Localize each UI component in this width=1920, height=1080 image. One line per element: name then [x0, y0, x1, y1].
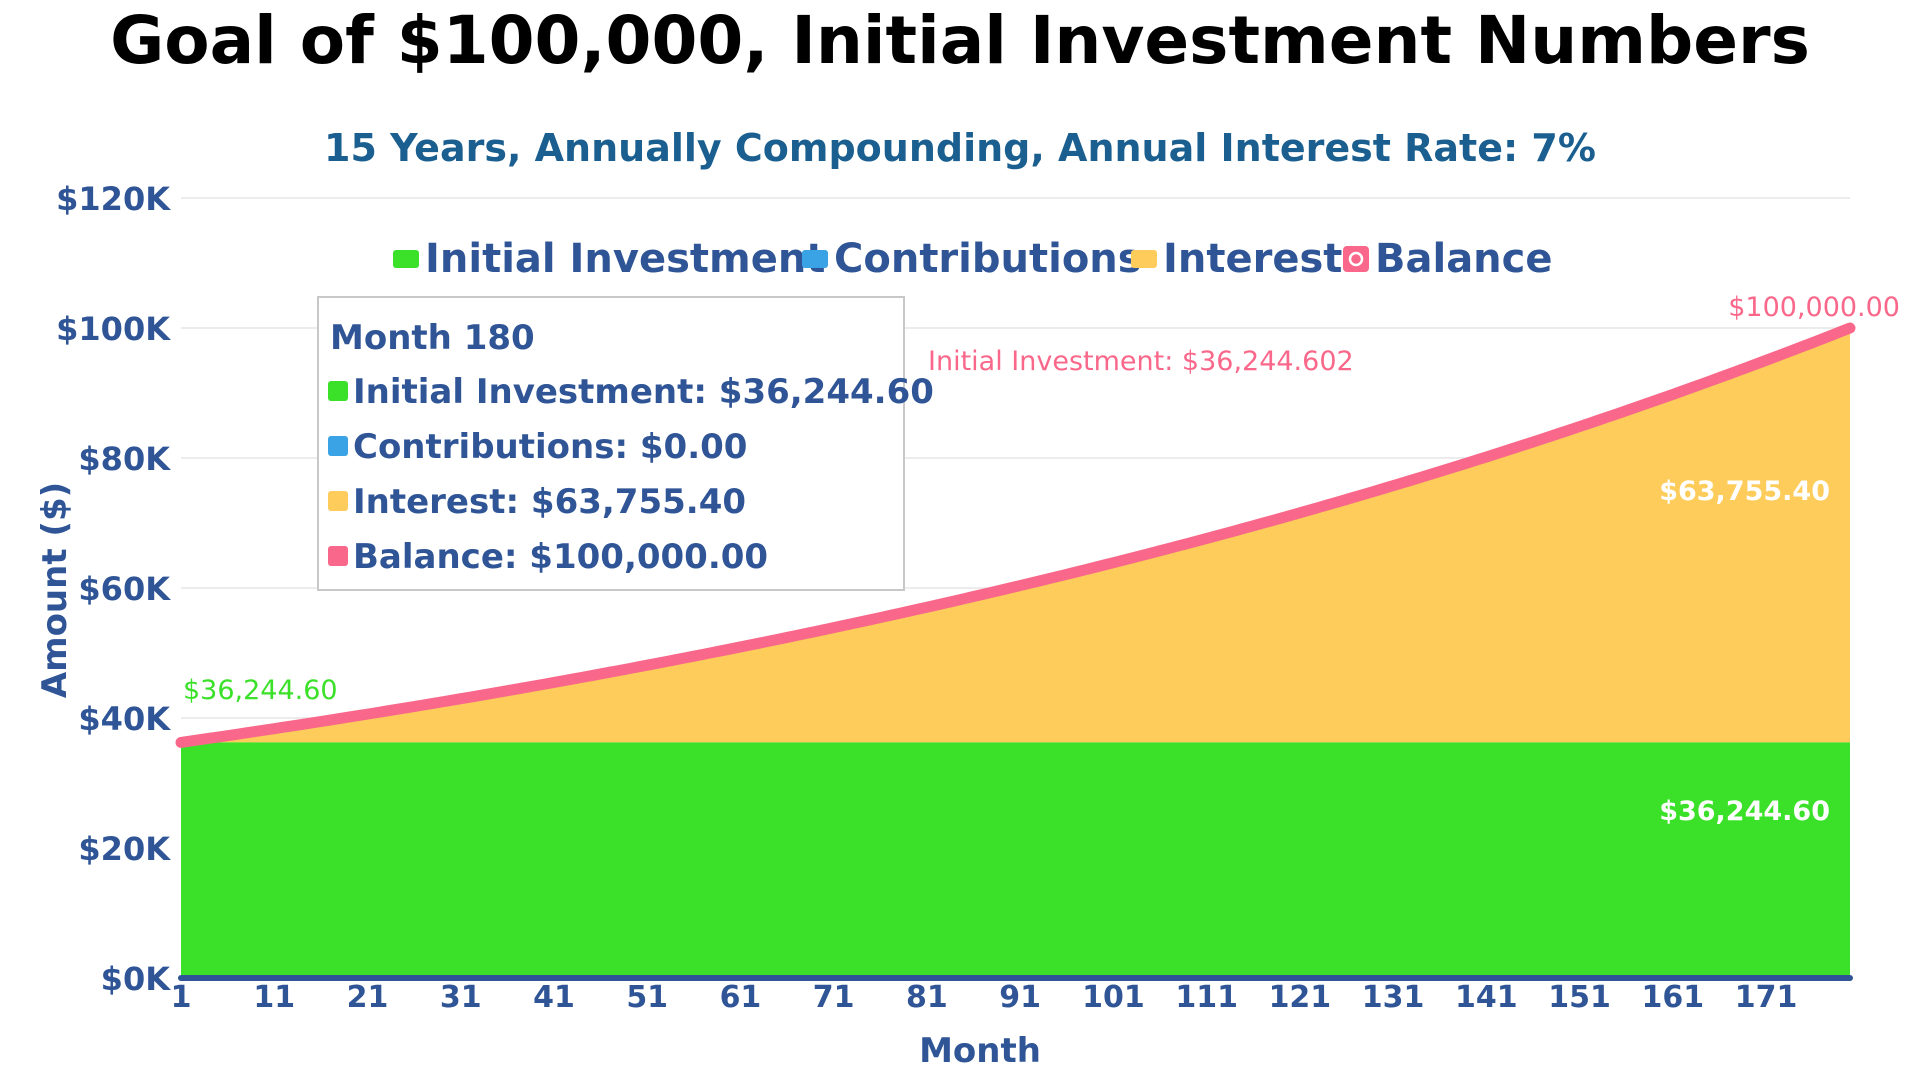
- x-tick-label: 161: [1642, 980, 1705, 1015]
- balance-line: [175, 322, 1856, 748]
- balance-series: [175, 322, 1856, 748]
- tooltip-row: Interest: $63,755.40: [353, 482, 746, 522]
- x-tick-label: 11: [253, 980, 295, 1015]
- legend-balance-ring-icon: [1348, 251, 1364, 267]
- y-tick-label: $0K: [101, 960, 172, 998]
- x-tick-label: 71: [813, 980, 855, 1015]
- y-axis-label: Amount ($): [35, 482, 75, 698]
- y-tick-label: $60K: [78, 570, 171, 608]
- tooltip-marker-icon: [328, 546, 348, 566]
- x-axis-ticks: 1 11 21 31 41 51 61 71 81 91 101 111 121 131 141 151 161…: [171, 980, 1798, 1015]
- area-series: [181, 328, 1850, 978]
- x-tick-label: 1: [171, 980, 192, 1015]
- tooltip-row: Initial Investment: $36,244.60: [353, 372, 934, 412]
- y-tick-label: $20K: [78, 830, 171, 868]
- y-axis-ticks: $0K $20K $40K $60K $80K $100K $120K: [56, 180, 171, 998]
- legend-marker-icon: [802, 250, 828, 268]
- legend-label: Contributions: [834, 236, 1142, 282]
- legend-marker-icon: [393, 250, 419, 268]
- interest-area: [181, 328, 1850, 743]
- chart-subtitle: 15 Years, Annually Compounding, Annual I…: [324, 126, 1596, 170]
- end-balance-label: $100,000.00: [1728, 292, 1900, 323]
- initial-investment-note: Initial Investment: $36,244.602: [928, 346, 1354, 377]
- tooltip: Month 180 Initial Investment: $36,244.60…: [317, 296, 934, 591]
- legend-label: Balance: [1375, 236, 1553, 282]
- y-tick-label: $100K: [56, 310, 171, 348]
- legend-marker-icon: [1131, 250, 1157, 268]
- x-tick-label: 171: [1735, 980, 1798, 1015]
- tooltip-row: Balance: $100,000.00: [353, 537, 768, 577]
- legend: Initial Investment Contributions Interest B…: [393, 236, 1553, 282]
- x-tick-label: 81: [906, 980, 948, 1015]
- x-tick-label: 121: [1269, 980, 1332, 1015]
- tooltip-row: Contributions: $0.00: [353, 427, 747, 467]
- tooltip-title: Month 180: [330, 318, 535, 358]
- x-tick-label: 41: [533, 980, 575, 1015]
- start-value-label: $36,244.60: [183, 675, 338, 706]
- tooltip-box: [317, 296, 905, 591]
- x-axis-label: Month: [919, 1031, 1041, 1071]
- x-tick-label: 131: [1362, 980, 1425, 1015]
- tooltip-rows: Initial Investment: $36,244.60 Contributi…: [328, 372, 934, 577]
- legend-item: Balance: [1343, 236, 1553, 282]
- x-tick-label: 151: [1548, 980, 1611, 1015]
- tooltip-marker-icon: [328, 491, 348, 511]
- tooltip-marker-icon: [328, 381, 348, 401]
- x-tick-label: 21: [347, 980, 389, 1015]
- legend-balance-marker-icon: [1343, 246, 1369, 272]
- x-tick-label: 111: [1175, 980, 1238, 1015]
- tooltip-marker-icon: [328, 436, 348, 456]
- legend-label: Initial Investment: [425, 236, 825, 282]
- x-tick-label: 51: [626, 980, 668, 1015]
- x-tick-label: 101: [1082, 980, 1145, 1015]
- x-tick-label: 141: [1455, 980, 1518, 1015]
- legend-item: Initial Investment: [393, 236, 825, 282]
- x-tick-label: 61: [720, 980, 762, 1015]
- legend-item: Contributions: [802, 236, 1142, 282]
- y-tick-label: $40K: [78, 700, 171, 738]
- chart-title: Goal of $100,000, Initial Investment Num…: [110, 2, 1810, 79]
- initial-investment-area: [181, 742, 1850, 978]
- interest-area-label: $63,755.40: [1659, 476, 1830, 507]
- legend-item: Interest: [1131, 236, 1342, 282]
- x-tick-label: 31: [440, 980, 482, 1015]
- legend-label: Interest: [1163, 236, 1342, 282]
- y-tick-label: $80K: [78, 440, 171, 478]
- initial-area-label: $36,244.60: [1659, 796, 1830, 827]
- x-tick-label: 91: [999, 980, 1041, 1015]
- y-tick-label: $120K: [56, 180, 171, 218]
